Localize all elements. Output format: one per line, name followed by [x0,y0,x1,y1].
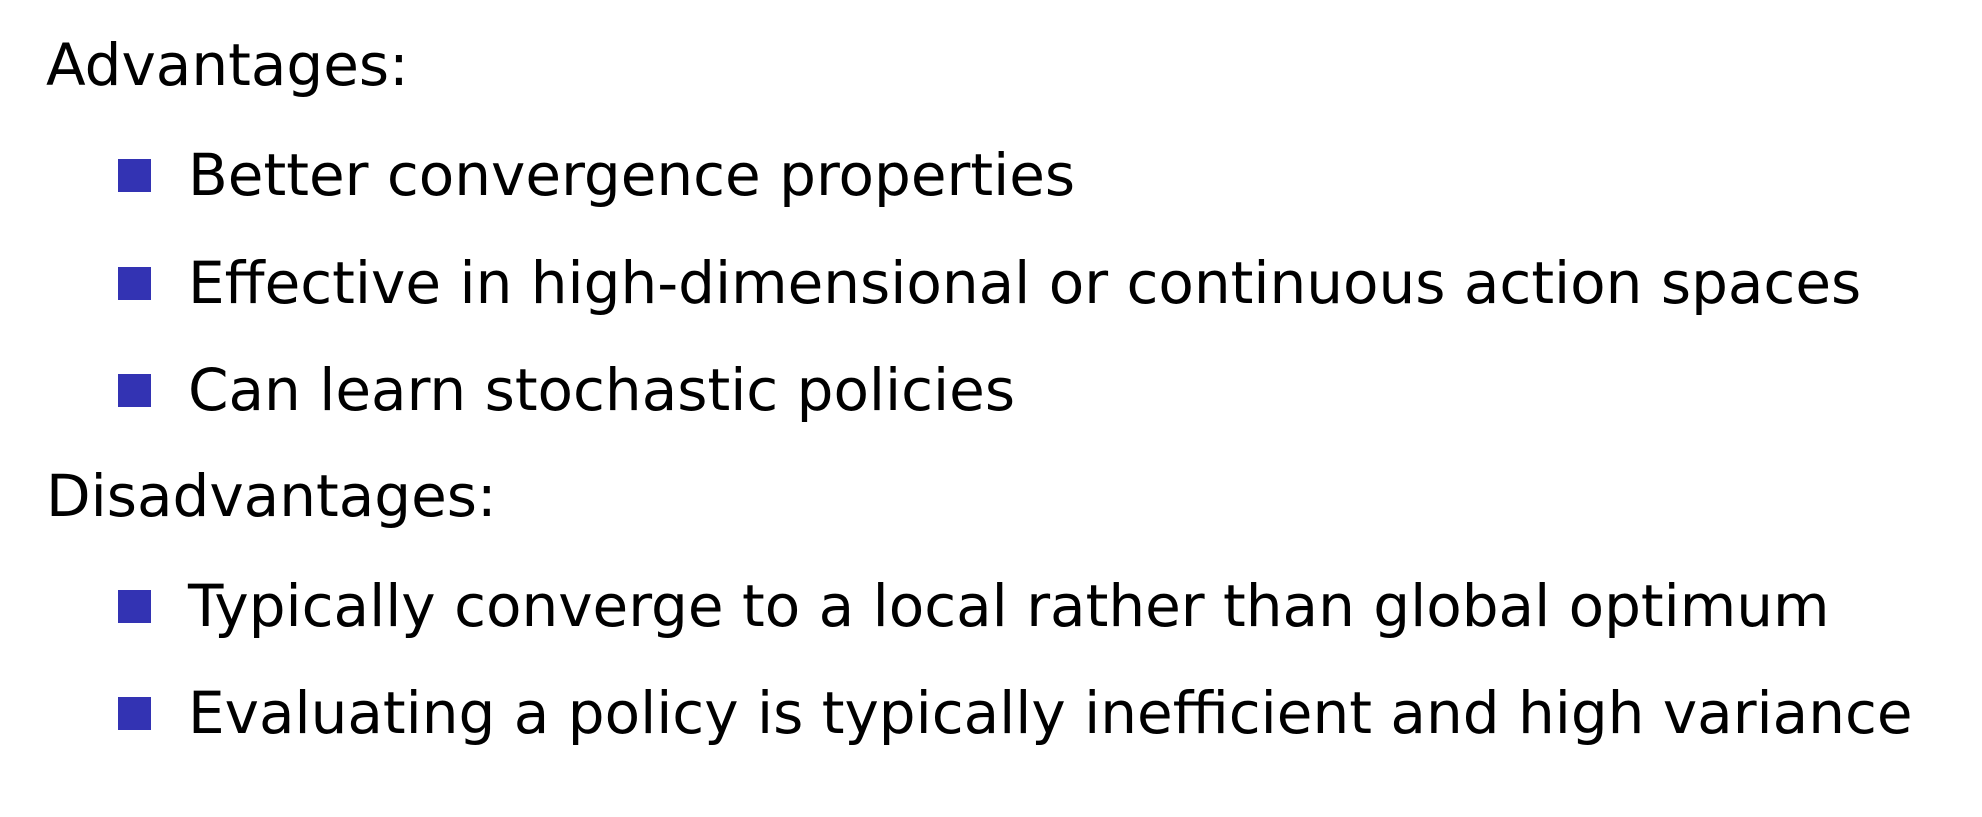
disadvantages-heading: Disadvantages: [46,462,497,530]
advantages-heading: Advantages: [46,31,409,99]
advantage-text: Can learn stochastic policies [188,356,1016,424]
bullet-square-icon [118,266,151,300]
bullet-square-icon [118,373,151,407]
disadvantage-text: Typically converge to a local rather tha… [188,572,1830,640]
advantages-list-item: Better convergence properties [118,140,1075,210]
advantages-list-item: Can learn stochastic policies [118,355,1015,425]
advantages-list-item: Effective in high-dimensional or continu… [118,248,1861,318]
bullet-square-icon [118,158,151,192]
advantage-text: Better convergence properties [188,141,1076,209]
disadvantage-text: Evaluating a policy is typically ineffic… [188,679,1913,747]
disadvantages-list-item: Typically converge to a local rather tha… [118,571,1830,641]
disadvantages-list-item: Evaluating a policy is typically ineffic… [118,678,1913,748]
bullet-square-icon [118,696,151,730]
advantage-text: Effective in high-dimensional or continu… [188,249,1862,317]
bullet-square-icon [118,589,151,623]
